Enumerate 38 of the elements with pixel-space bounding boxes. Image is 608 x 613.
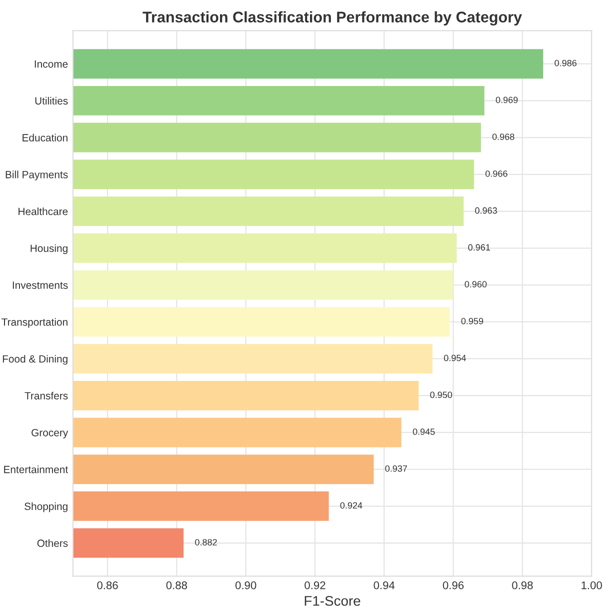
x-tick-label: 0.96 xyxy=(442,581,464,590)
y-tick-label: Bill Payments xyxy=(6,170,68,180)
data-label: 0.986 xyxy=(554,60,576,66)
y-tick-label: Grocery xyxy=(32,428,68,438)
x-axis-title: F1-Score xyxy=(304,596,360,606)
data-label: 0.960 xyxy=(464,281,487,288)
data-label: 0.937 xyxy=(385,465,408,472)
data-label: 0.950 xyxy=(430,392,452,398)
x-tick-label: 0.86 xyxy=(97,581,118,590)
data-label: 0.966 xyxy=(485,170,508,177)
x-tick-label: 1.00 xyxy=(582,581,602,590)
x-tick-label: 0.90 xyxy=(235,581,256,590)
y-tick-label: Investments xyxy=(12,282,68,289)
data-label: 0.924 xyxy=(340,502,362,509)
x-tick-label: 0.88 xyxy=(166,581,188,590)
data-label: 0.968 xyxy=(492,134,514,140)
x-tick-label: 0.98 xyxy=(512,581,533,590)
data-label: 0.959 xyxy=(461,318,484,324)
y-tick-label: Entertainment xyxy=(4,466,68,474)
data-label: 0.954 xyxy=(444,354,466,362)
y-tick-label: Shopping xyxy=(24,502,68,512)
y-tick-label: Others xyxy=(37,539,68,547)
data-label: 0.945 xyxy=(412,428,435,435)
data-label: 0.882 xyxy=(195,539,217,546)
data-label: 0.961 xyxy=(468,244,490,251)
y-tick-label: Transportation xyxy=(2,318,68,328)
y-tick-label: Education xyxy=(22,134,68,142)
y-tick-label: Housing xyxy=(30,244,68,254)
y-tick-label: Income xyxy=(34,60,68,68)
y-tick-label: Transfers xyxy=(24,392,68,400)
y-tick-label: Food & Dining xyxy=(2,354,68,365)
chart-title: Transaction Classification Performance by Category xyxy=(142,11,522,26)
x-tick-label: 0.94 xyxy=(374,581,395,590)
data-label: 0.963 xyxy=(475,207,497,214)
y-tick-label: Utilities xyxy=(35,96,68,105)
x-tick-label: 0.92 xyxy=(304,581,326,590)
y-tick-label: Healthcare xyxy=(18,208,68,216)
data-label: 0.969 xyxy=(496,96,518,104)
